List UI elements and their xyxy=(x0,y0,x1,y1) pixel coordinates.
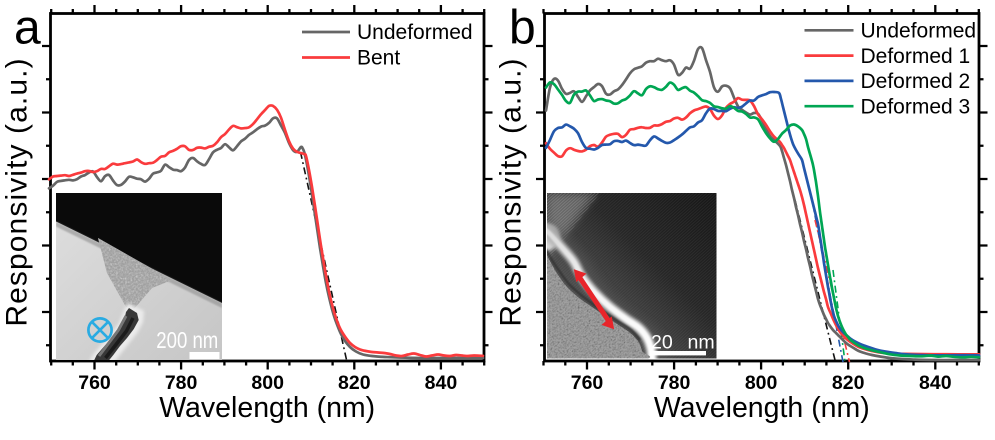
svg-text:820: 820 xyxy=(832,372,865,394)
svg-text:Deformed 3: Deformed 3 xyxy=(861,95,971,118)
svg-text:Responsivity (a.u.): Responsivity (a.u.) xyxy=(495,57,528,326)
svg-text:b: b xyxy=(509,2,536,55)
svg-text:Undeformed: Undeformed xyxy=(861,20,977,43)
svg-text:20: 20 xyxy=(651,331,673,353)
svg-text:820: 820 xyxy=(338,372,371,394)
svg-text:Deformed 1: Deformed 1 xyxy=(861,45,971,68)
svg-text:Wavelength (nm): Wavelength (nm) xyxy=(159,392,375,424)
svg-text:a: a xyxy=(14,2,41,55)
svg-text:Wavelength (nm): Wavelength (nm) xyxy=(654,392,870,424)
svg-text:nm: nm xyxy=(688,331,715,353)
svg-text:800: 800 xyxy=(251,372,284,394)
svg-text:760: 760 xyxy=(78,372,111,394)
svg-text:840: 840 xyxy=(919,372,952,394)
svg-text:760: 760 xyxy=(571,372,604,394)
svg-text:Bent: Bent xyxy=(357,47,400,70)
svg-text:780: 780 xyxy=(165,372,198,394)
svg-text:780: 780 xyxy=(658,372,691,394)
svg-text:840: 840 xyxy=(425,372,458,394)
svg-text:200 nm: 200 nm xyxy=(156,327,218,353)
svg-text:Undeformed: Undeformed xyxy=(357,21,473,44)
svg-text:800: 800 xyxy=(745,372,778,394)
svg-text:Deformed 2: Deformed 2 xyxy=(861,70,971,93)
svg-text:Responsivity (a.u.): Responsivity (a.u.) xyxy=(1,57,34,326)
